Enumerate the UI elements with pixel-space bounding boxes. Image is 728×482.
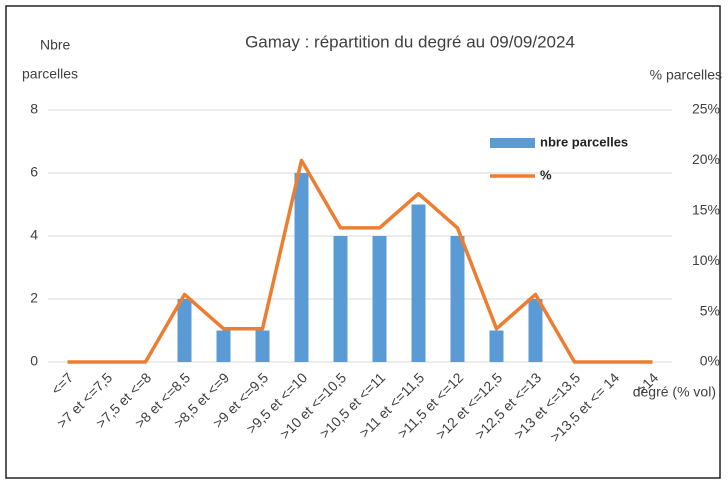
legend-label: %	[540, 167, 552, 182]
y2-tick-label: 15%	[692, 202, 720, 218]
y2-tick-label: 25%	[692, 101, 720, 117]
y2-tick-label: 0%	[700, 353, 720, 369]
line	[67, 158, 653, 364]
bar	[216, 330, 231, 362]
x-axis-label: degré (% vol)	[633, 384, 716, 400]
bar	[411, 204, 426, 362]
y-tick-label: 2	[30, 290, 38, 306]
y-tick-label: 4	[30, 227, 38, 243]
y2-tick-label: 20%	[692, 151, 720, 167]
bar	[528, 299, 543, 362]
y-tick-label: 0	[30, 353, 38, 369]
chart-frame	[5, 5, 721, 479]
bar	[450, 236, 465, 362]
y2-tick-label: 5%	[700, 302, 720, 318]
y2-tick-label: 10%	[692, 252, 720, 268]
bar	[489, 330, 504, 362]
bar	[372, 236, 387, 362]
bar	[255, 330, 270, 362]
y-tick-label: 6	[30, 164, 38, 180]
bar	[177, 299, 192, 362]
y-tick-label: 8	[30, 101, 38, 117]
legend-swatch	[490, 138, 535, 148]
bar	[294, 173, 309, 362]
y-axis-label: Nbre	[40, 37, 71, 53]
bar	[333, 236, 348, 362]
chart-title: Gamay : répartition du degré au 09/09/20…	[245, 32, 575, 51]
y-axis-label: parcelles	[22, 66, 78, 82]
legend-label: nbre parcelles	[540, 134, 628, 149]
y2-axis-label: % parcelles	[650, 67, 722, 83]
